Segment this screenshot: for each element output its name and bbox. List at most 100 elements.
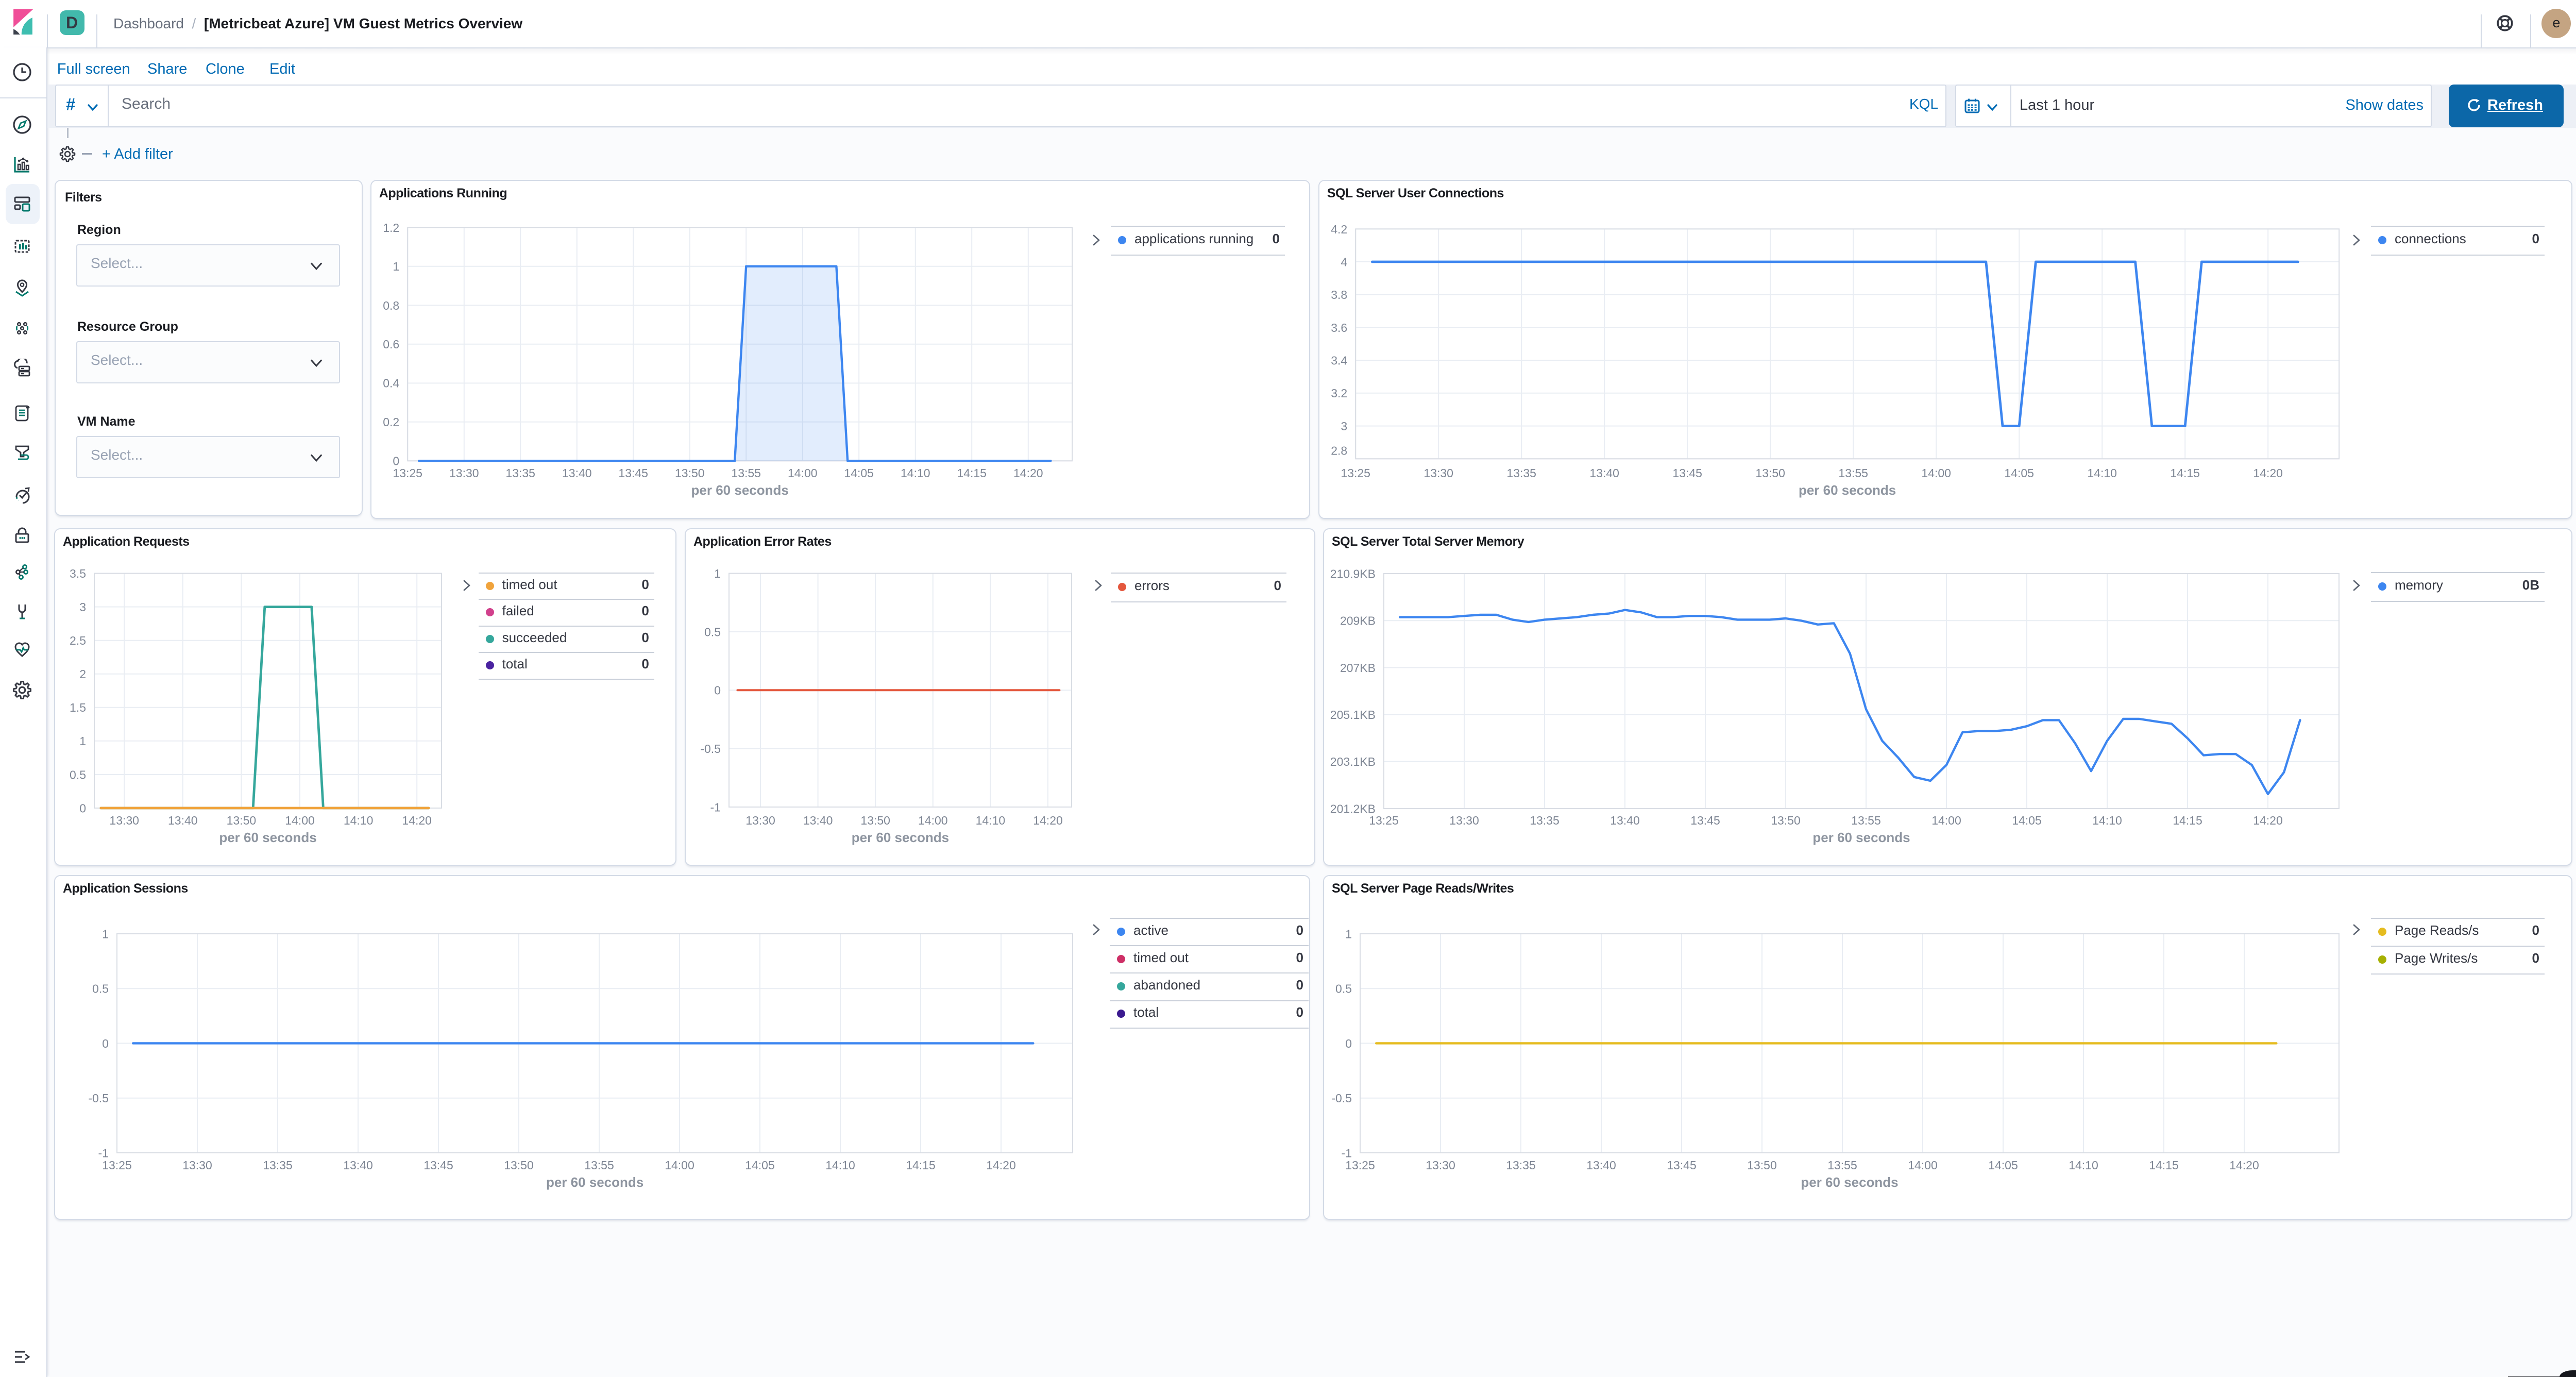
svg-text:0: 0 bbox=[1345, 1037, 1352, 1050]
svg-text:-0.5: -0.5 bbox=[88, 1091, 109, 1105]
svg-text:2: 2 bbox=[79, 667, 86, 681]
svg-text:13:55: 13:55 bbox=[1838, 466, 1868, 480]
svg-text:13:25: 13:25 bbox=[1345, 1158, 1375, 1172]
svg-text:13:50: 13:50 bbox=[1755, 466, 1785, 480]
svg-text:0: 0 bbox=[714, 684, 721, 697]
svg-text:13:30: 13:30 bbox=[1423, 466, 1453, 480]
svg-text:0.8: 0.8 bbox=[383, 298, 399, 312]
svg-text:13:40: 13:40 bbox=[168, 814, 198, 827]
svg-text:0: 0 bbox=[79, 801, 86, 815]
svg-text:1: 1 bbox=[102, 927, 109, 941]
svg-text:13:40: 13:40 bbox=[1589, 466, 1619, 480]
svg-text:0: 0 bbox=[393, 454, 399, 467]
svg-text:14:10: 14:10 bbox=[976, 814, 1006, 827]
svg-text:1: 1 bbox=[714, 567, 721, 580]
svg-text:per 60 seconds: per 60 seconds bbox=[1801, 1174, 1898, 1190]
svg-text:13:30: 13:30 bbox=[182, 1158, 212, 1172]
svg-text:14:10: 14:10 bbox=[825, 1158, 855, 1172]
svg-text:13:40: 13:40 bbox=[1610, 814, 1640, 827]
svg-text:14:10: 14:10 bbox=[344, 814, 374, 827]
svg-text:13:55: 13:55 bbox=[1851, 814, 1881, 827]
svg-text:13:45: 13:45 bbox=[1690, 814, 1720, 827]
svg-text:13:40: 13:40 bbox=[562, 466, 592, 480]
svg-text:13:50: 13:50 bbox=[1771, 814, 1801, 827]
svg-text:per 60 seconds: per 60 seconds bbox=[691, 482, 788, 498]
svg-text:209KB: 209KB bbox=[1340, 614, 1376, 628]
svg-text:per 60 seconds: per 60 seconds bbox=[219, 830, 316, 845]
svg-text:3: 3 bbox=[79, 600, 86, 614]
svg-text:203.1KB: 203.1KB bbox=[1330, 755, 1376, 768]
svg-text:14:20: 14:20 bbox=[1013, 466, 1043, 480]
svg-text:14:05: 14:05 bbox=[2012, 814, 2042, 827]
svg-text:13:25: 13:25 bbox=[393, 466, 422, 480]
svg-text:per 60 seconds: per 60 seconds bbox=[852, 830, 949, 845]
svg-text:13:45: 13:45 bbox=[1672, 466, 1702, 480]
svg-text:13:40: 13:40 bbox=[1586, 1158, 1616, 1172]
svg-text:3.5: 3.5 bbox=[70, 567, 86, 580]
svg-text:13:40: 13:40 bbox=[343, 1158, 373, 1172]
svg-text:13:30: 13:30 bbox=[1449, 814, 1479, 827]
svg-text:2.8: 2.8 bbox=[1331, 444, 1347, 457]
svg-text:3.4: 3.4 bbox=[1331, 354, 1347, 367]
svg-text:14:15: 14:15 bbox=[2173, 814, 2202, 827]
svg-text:-0.5: -0.5 bbox=[1331, 1091, 1352, 1105]
svg-text:14:15: 14:15 bbox=[2149, 1158, 2179, 1172]
svg-text:1: 1 bbox=[79, 734, 86, 748]
svg-text:13:30: 13:30 bbox=[745, 814, 775, 827]
svg-text:14:15: 14:15 bbox=[957, 466, 987, 480]
svg-text:13:45: 13:45 bbox=[423, 1158, 453, 1172]
svg-text:4: 4 bbox=[1341, 255, 1347, 268]
svg-text:14:05: 14:05 bbox=[2004, 466, 2034, 480]
svg-text:0.5: 0.5 bbox=[704, 625, 721, 639]
svg-text:14:00: 14:00 bbox=[665, 1158, 694, 1172]
svg-text:13:25: 13:25 bbox=[1341, 466, 1370, 480]
svg-text:13:50: 13:50 bbox=[227, 814, 257, 827]
svg-text:3.2: 3.2 bbox=[1331, 387, 1347, 400]
svg-text:14:20: 14:20 bbox=[986, 1158, 1016, 1172]
svg-text:14:10: 14:10 bbox=[2069, 1158, 2098, 1172]
svg-text:per 60 seconds: per 60 seconds bbox=[1812, 830, 1910, 845]
svg-text:201.2KB: 201.2KB bbox=[1330, 802, 1376, 815]
svg-text:13:55: 13:55 bbox=[1827, 1158, 1857, 1172]
svg-text:14:20: 14:20 bbox=[2229, 1158, 2259, 1172]
svg-text:14:00: 14:00 bbox=[285, 814, 315, 827]
svg-text:0.6: 0.6 bbox=[383, 338, 399, 351]
svg-text:14:20: 14:20 bbox=[2253, 466, 2283, 480]
svg-text:-1: -1 bbox=[1342, 1146, 1352, 1160]
svg-text:14:15: 14:15 bbox=[906, 1158, 936, 1172]
svg-text:13:45: 13:45 bbox=[1667, 1158, 1697, 1172]
svg-text:14:15: 14:15 bbox=[2170, 466, 2200, 480]
svg-text:4.2: 4.2 bbox=[1331, 222, 1347, 236]
svg-text:14:00: 14:00 bbox=[788, 466, 818, 480]
svg-text:14:05: 14:05 bbox=[844, 466, 874, 480]
svg-text:1.5: 1.5 bbox=[70, 701, 86, 714]
svg-text:3.6: 3.6 bbox=[1331, 321, 1347, 334]
svg-text:13:30: 13:30 bbox=[109, 814, 139, 827]
svg-text:13:50: 13:50 bbox=[860, 814, 890, 827]
svg-text:per 60 seconds: per 60 seconds bbox=[1799, 482, 1896, 498]
svg-text:210.9KB: 210.9KB bbox=[1330, 567, 1376, 580]
svg-text:205.1KB: 205.1KB bbox=[1330, 708, 1376, 721]
svg-text:13:35: 13:35 bbox=[1506, 466, 1536, 480]
svg-text:1.2: 1.2 bbox=[383, 221, 399, 234]
svg-text:0.4: 0.4 bbox=[383, 376, 399, 390]
svg-text:3: 3 bbox=[1341, 419, 1347, 433]
svg-text:-1: -1 bbox=[98, 1146, 109, 1160]
svg-text:14:10: 14:10 bbox=[901, 466, 930, 480]
svg-text:13:25: 13:25 bbox=[1369, 814, 1399, 827]
svg-text:14:10: 14:10 bbox=[2087, 466, 2117, 480]
svg-text:3.8: 3.8 bbox=[1331, 288, 1347, 301]
svg-text:0.5: 0.5 bbox=[92, 982, 109, 996]
svg-text:13:40: 13:40 bbox=[803, 814, 833, 827]
svg-text:14:00: 14:00 bbox=[1931, 814, 1961, 827]
svg-text:13:30: 13:30 bbox=[1426, 1158, 1455, 1172]
svg-text:13:35: 13:35 bbox=[1530, 814, 1560, 827]
svg-text:14:00: 14:00 bbox=[918, 814, 948, 827]
svg-text:14:20: 14:20 bbox=[1033, 814, 1063, 827]
svg-text:207KB: 207KB bbox=[1340, 661, 1376, 675]
svg-text:0: 0 bbox=[102, 1037, 109, 1050]
svg-text:13:35: 13:35 bbox=[1506, 1158, 1536, 1172]
svg-text:14:20: 14:20 bbox=[2253, 814, 2283, 827]
svg-text:1: 1 bbox=[1345, 927, 1352, 941]
svg-text:13:55: 13:55 bbox=[584, 1158, 614, 1172]
